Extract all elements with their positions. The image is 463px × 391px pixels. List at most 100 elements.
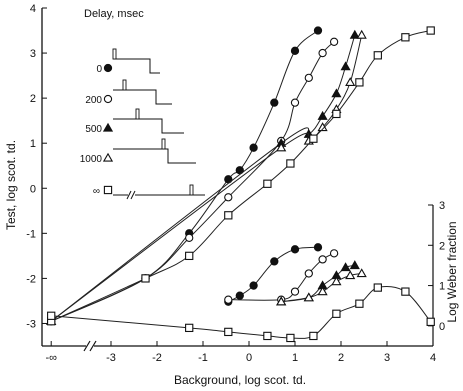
data-point-infinite xyxy=(141,274,150,283)
data-point-infinite xyxy=(309,134,318,143)
weber-point-infinite xyxy=(373,283,382,292)
data-point-infinite xyxy=(263,179,272,188)
data-point-200ms xyxy=(304,73,313,83)
break-mark xyxy=(126,190,132,200)
data-point-0ms xyxy=(270,98,279,107)
test-flash-200ms xyxy=(122,79,127,91)
weber-point-infinite xyxy=(426,317,435,326)
data-point-200ms xyxy=(318,48,327,58)
data-point-0ms xyxy=(249,143,258,152)
data-point-200ms xyxy=(224,193,233,202)
y-tick-label: 1 xyxy=(30,138,36,150)
data-point-200ms xyxy=(329,37,339,46)
data-point-500ms xyxy=(340,61,351,71)
data-point-0ms xyxy=(313,26,323,35)
data-point-infinite xyxy=(426,26,435,35)
data-point-infinite xyxy=(332,109,341,119)
break-mark xyxy=(130,190,136,200)
weber-point-1000ms xyxy=(345,270,356,280)
weber-point-infinite xyxy=(263,331,272,341)
data-point-0ms xyxy=(235,166,244,175)
legend-title: Delay, msec xyxy=(84,8,144,20)
data-point-infinite xyxy=(286,159,295,168)
legend-label-infinite: ∞ xyxy=(93,186,100,197)
axis-break-mark xyxy=(89,340,97,352)
weber-point-infinite xyxy=(47,311,56,320)
y-tick-label: 3 xyxy=(30,48,36,60)
legend-entries: 0 200 500 1000 ∞ xyxy=(80,48,205,200)
data-point-infinite xyxy=(401,33,410,42)
series-line-200ms xyxy=(50,41,335,322)
y-tick-label: 0 xyxy=(30,183,36,195)
legend-marker-200ms xyxy=(103,94,113,104)
weber-point-1000ms xyxy=(331,276,342,286)
weber-point-200ms xyxy=(290,287,300,296)
weber-point-200ms xyxy=(224,295,233,304)
y-tick-label: 2 xyxy=(30,93,36,105)
y-tick-label: -3 xyxy=(26,318,36,330)
axis-break-mark xyxy=(83,340,91,352)
legend-label-500ms: 500 xyxy=(85,124,102,135)
data-point-0ms xyxy=(290,46,300,55)
weber-point-infinite xyxy=(355,299,364,308)
x-axis-ticks: -∞ -3 -2 -1 0 1 2 3 4 xyxy=(45,341,436,364)
weber-point-200ms xyxy=(329,249,339,258)
right-axis-ticks: 3 2 1 0 xyxy=(428,200,445,333)
y-axis-title: Test, log scot. td. xyxy=(4,140,18,230)
series-line-0ms xyxy=(50,30,319,322)
test-flash-500ms xyxy=(135,108,140,120)
weber-point-infinite xyxy=(401,287,410,296)
weber-point-0ms xyxy=(290,245,300,254)
x-tick-label: 3 xyxy=(384,352,390,364)
legend-marker-1000ms xyxy=(102,152,114,162)
y-axis-ticks: 4 3 2 1 0 -1 -2 -3 xyxy=(26,3,47,330)
x-axis-title: Background, log scot. td. xyxy=(174,373,306,387)
threshold-curves xyxy=(46,26,435,326)
data-point-infinite xyxy=(373,51,382,60)
data-point-1000ms xyxy=(356,29,367,39)
stimulus-trace-0ms xyxy=(113,58,160,74)
data-point-1000ms xyxy=(345,77,356,87)
data-point-500ms xyxy=(349,29,360,39)
series-line-1000ms xyxy=(50,34,363,322)
y-tick-label: -2 xyxy=(26,273,36,285)
weber-point-infinite xyxy=(185,323,194,333)
legend-marker-500ms xyxy=(102,122,114,132)
legend: Delay, msec 0 200 500 1000 ∞ xyxy=(80,8,205,200)
weber-point-infinite xyxy=(286,333,295,343)
weber-point-500ms xyxy=(349,260,360,270)
legend-label-1000ms: 1000 xyxy=(80,154,103,165)
data-point-500ms xyxy=(331,88,342,98)
weber-point-0ms xyxy=(313,243,323,252)
stimulus-trace-500ms xyxy=(113,118,184,134)
legend-marker-infinite xyxy=(103,185,113,195)
data-point-200ms xyxy=(290,98,300,107)
test-flash-0ms xyxy=(112,48,117,60)
right-tick-label: 3 xyxy=(439,200,445,212)
weber-point-1000ms xyxy=(303,292,314,302)
data-point-infinite xyxy=(224,211,233,220)
weber-point-1000ms xyxy=(356,268,367,278)
weber-point-200ms xyxy=(318,255,327,264)
x-tick-label: -3 xyxy=(106,352,116,364)
y-tick-label: 4 xyxy=(30,3,36,15)
data-point-infinite xyxy=(185,251,194,261)
stimulus-trace-1000ms xyxy=(113,148,196,164)
right-tick-label: 1 xyxy=(439,281,445,293)
weber-point-infinite xyxy=(224,327,233,337)
test-flash-infinite xyxy=(189,184,194,196)
weber-point-1000ms xyxy=(276,296,287,306)
x-tick-label: 4 xyxy=(430,352,436,364)
weber-point-infinite xyxy=(309,331,318,341)
x-tick-label: -∞ xyxy=(45,352,57,364)
x-tick-label: 0 xyxy=(246,352,252,364)
x-tick-label: -1 xyxy=(198,352,208,364)
right-tick-label: 0 xyxy=(439,321,445,333)
x-tick-label: -2 xyxy=(152,352,162,364)
test-flash-1000ms xyxy=(161,138,166,150)
weber-point-0ms xyxy=(249,281,258,290)
data-point-infinite xyxy=(355,78,364,87)
legend-label-0ms: 0 xyxy=(96,64,102,75)
weber-point-200ms xyxy=(304,269,313,278)
